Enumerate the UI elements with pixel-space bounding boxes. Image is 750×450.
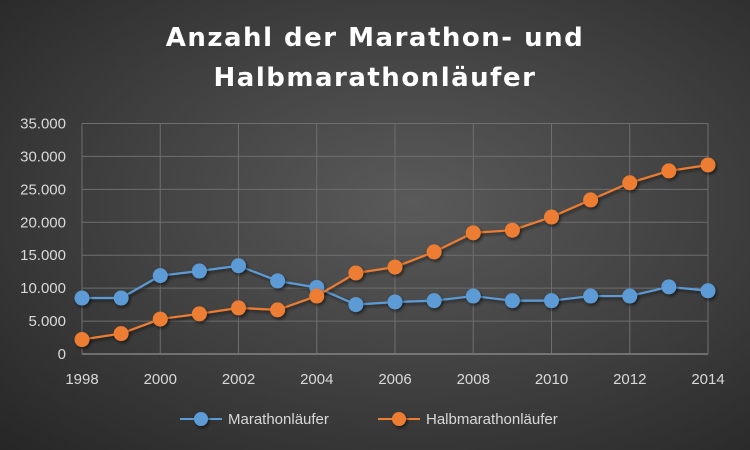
data-point (348, 297, 364, 313)
data-point (74, 332, 90, 348)
legend-marker (392, 412, 406, 426)
x-tick-label: 2002 (222, 371, 255, 388)
data-point (191, 306, 207, 322)
data-point (270, 273, 286, 289)
data-point (426, 244, 442, 260)
data-point (152, 268, 168, 284)
legend-marker (194, 412, 208, 426)
data-point (622, 288, 638, 304)
y-tick-label: 0 (58, 346, 66, 363)
data-point (465, 288, 481, 304)
data-point (74, 290, 90, 306)
data-point (504, 222, 520, 238)
y-tick-label: 35.000 (20, 116, 66, 133)
data-point (661, 163, 677, 179)
legend-label: Marathonläufer (228, 411, 329, 428)
data-point (544, 209, 559, 225)
data-point (504, 293, 520, 309)
x-tick-label: 2000 (144, 371, 177, 388)
data-point (348, 265, 364, 281)
y-tick-label: 5.000 (28, 313, 66, 330)
y-tick-label: 30.000 (20, 148, 66, 165)
y-tick-label: 10.000 (20, 280, 66, 297)
data-point (700, 283, 716, 299)
x-tick-label: 2008 (457, 371, 490, 388)
data-point (113, 326, 129, 342)
data-point (113, 290, 129, 306)
x-tick-label: 2014 (691, 371, 724, 388)
data-point (426, 293, 442, 309)
x-tick-label: 2012 (613, 371, 646, 388)
y-tick-label: 20.000 (20, 214, 66, 231)
legend-label: Halbmarathonläufer (426, 411, 558, 428)
x-tick-label: 1998 (65, 371, 98, 388)
data-point (231, 258, 246, 274)
chart-title: Anzahl der Marathon- und Halbmarathonläu… (0, 18, 750, 98)
legend-item: Halbmarathonläufer (378, 411, 558, 428)
data-point (270, 302, 286, 318)
data-point (387, 259, 403, 275)
y-tick-label: 25.000 (20, 181, 66, 198)
data-point (465, 225, 481, 241)
series-halbmarathon (74, 157, 716, 348)
data-point (622, 175, 638, 191)
x-tick-label: 2010 (535, 371, 568, 388)
x-tick-label: 2006 (378, 371, 411, 388)
data-point (583, 288, 599, 304)
data-point (387, 294, 403, 310)
chart-title-line-1: Anzahl der Marathon- und (165, 23, 585, 53)
x-tick-label: 2004 (300, 371, 333, 388)
series-marathon (74, 258, 716, 313)
data-point (661, 279, 677, 295)
data-point (152, 311, 168, 327)
data-point (544, 293, 559, 309)
data-point (309, 288, 325, 304)
legend-item: Marathonläufer (180, 411, 329, 428)
chart-title-line-2: Halbmarathonläufer (213, 63, 537, 93)
data-point (231, 300, 246, 316)
data-point (191, 263, 207, 279)
data-point (700, 157, 716, 173)
y-tick-label: 15.000 (20, 247, 66, 264)
data-point (583, 192, 599, 208)
